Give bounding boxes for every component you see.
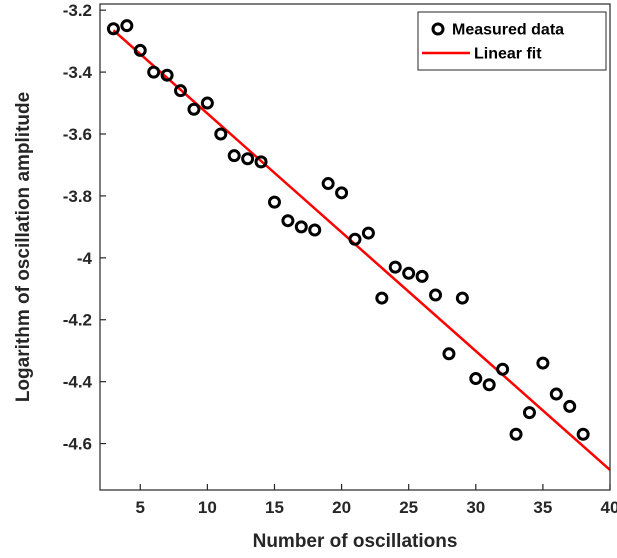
y-axis-label: Logarithm of oscillation amplitude <box>13 92 34 402</box>
y-tick-label: -3.6 <box>63 125 92 144</box>
y-tick-label: -4.6 <box>63 435 92 454</box>
legend-marker-measured <box>431 22 445 36</box>
data-point <box>536 356 550 370</box>
legend-label-fit: Linear fit <box>474 46 542 63</box>
data-point <box>429 288 443 302</box>
data-point <box>200 96 214 110</box>
data-point <box>509 427 523 441</box>
x-tick-label: 15 <box>265 498 284 517</box>
data-point <box>160 68 174 82</box>
x-axis-label: Number of oscillations <box>253 531 458 552</box>
data-point <box>133 43 147 57</box>
data-point <box>402 266 416 280</box>
data-point <box>281 214 295 228</box>
data-point <box>455 291 469 305</box>
data-point <box>120 19 134 33</box>
y-tick-label: -4 <box>77 249 93 268</box>
data-point <box>482 378 496 392</box>
y-tick-label: -3.4 <box>63 63 93 82</box>
data-point <box>576 427 590 441</box>
legend-label-measured: Measured data <box>452 22 564 39</box>
data-point <box>254 155 268 169</box>
x-tick-label: 40 <box>601 498 617 517</box>
data-point <box>294 220 308 234</box>
data-point <box>361 226 375 240</box>
data-point <box>442 347 456 361</box>
plot-frame <box>99 3 611 491</box>
data-point <box>174 84 188 98</box>
x-tick-label: 35 <box>533 498 552 517</box>
y-tick-label: -3.2 <box>63 1 92 20</box>
data-point <box>388 260 402 274</box>
data-point <box>348 232 362 246</box>
data-point <box>227 149 241 163</box>
legend-box <box>417 11 607 71</box>
data-point <box>187 102 201 116</box>
data-point <box>267 195 281 209</box>
data-point <box>415 269 429 283</box>
data-point <box>321 177 335 191</box>
data-point <box>549 387 563 401</box>
y-tick-label: -4.4 <box>63 373 93 392</box>
series-layer <box>106 19 611 471</box>
data-point <box>147 65 161 79</box>
data-point <box>214 127 228 141</box>
data-point <box>308 223 322 237</box>
y-tick-label: -4.2 <box>63 311 92 330</box>
data-point <box>522 406 536 420</box>
y-tick-label: -3.8 <box>63 187 92 206</box>
data-point <box>496 362 510 376</box>
data-point <box>335 186 349 200</box>
axis-layer: 5 10 15 20 25 30 35 40 -3.2 -3.4 -3.6 -3.8 -4 -4.2 -4.… <box>63 1 617 517</box>
data-point <box>469 372 483 386</box>
x-tick-label: 30 <box>466 498 485 517</box>
legend: Measured data Linear fit <box>417 11 607 71</box>
data-point <box>106 22 120 36</box>
x-tick-label: 10 <box>198 498 217 517</box>
data-point <box>563 399 577 413</box>
data-point <box>241 152 255 166</box>
x-tick-label: 20 <box>332 498 351 517</box>
data-point <box>375 291 389 305</box>
x-tick-label: 5 <box>136 498 145 517</box>
x-tick-label: 25 <box>399 498 418 517</box>
